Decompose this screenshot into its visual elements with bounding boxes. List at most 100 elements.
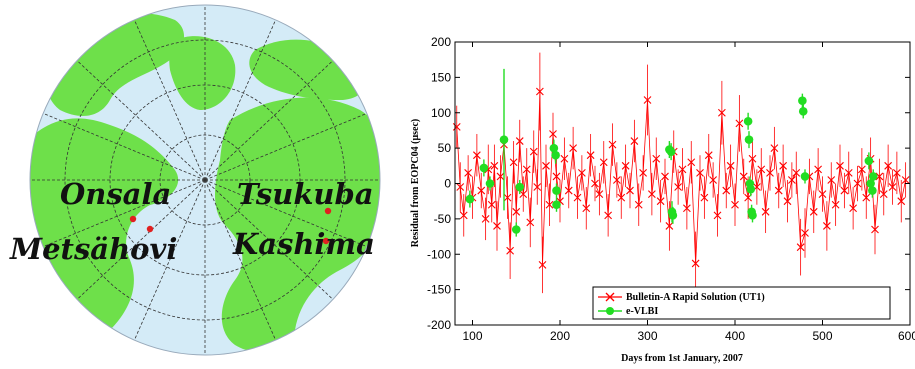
kashima-station-marker <box>322 237 330 245</box>
bulletin-a-point <box>617 193 626 202</box>
tsukuba-label: Tsukuba <box>237 177 374 211</box>
bulletin-a-point <box>481 214 490 223</box>
bulletin-a-point <box>533 183 542 191</box>
bulletin-a-point <box>827 176 836 184</box>
bulletin-a-point <box>647 190 656 199</box>
graticule <box>30 5 380 355</box>
e-vlbi-point <box>552 200 561 210</box>
e-vlbi-point <box>668 211 678 220</box>
bulletin-a-point <box>512 207 521 216</box>
bulletin-a-point <box>840 186 849 195</box>
e-vlbi-point <box>868 172 878 181</box>
bulletin-a-point <box>774 186 783 195</box>
bulletin-a-point <box>901 176 910 184</box>
bulletin-a-point <box>682 204 691 213</box>
bulletin-a-point <box>490 161 499 170</box>
tsukuba-station-marker <box>324 207 332 215</box>
y-tick-label: -50 <box>434 212 452 226</box>
bulletin-a-point <box>709 176 718 184</box>
bulletin-a-point <box>717 108 726 117</box>
e-vlbi-point <box>515 182 525 192</box>
e-vlbi-point <box>800 172 810 181</box>
bulletin-a-point <box>519 190 528 199</box>
y-tick-label: 50 <box>438 141 452 155</box>
bulletin-a-point <box>526 218 535 227</box>
bulletin-a-point <box>643 96 652 104</box>
e-vlbi-point <box>798 96 807 106</box>
kashima-label: Kashima <box>232 227 375 261</box>
x-tick-label: 200 <box>550 329 570 343</box>
metsahovi-label: Metsähovi <box>9 232 177 266</box>
bulletin-a-point <box>822 222 831 230</box>
bulletin-a-point <box>477 186 486 195</box>
bulletin-a-point <box>545 200 554 209</box>
bulletin-a-point <box>722 186 731 195</box>
bulletin-a-point <box>809 207 818 216</box>
bulletin-a-point <box>897 197 906 206</box>
e-vlbi-point <box>744 135 754 144</box>
legend-marker-e-vlbi <box>598 307 622 315</box>
bulletin-a-point <box>731 200 739 209</box>
bulletin-a-point <box>704 151 713 160</box>
bulletin-a-point <box>661 172 669 181</box>
e-vlbi-point <box>746 184 756 194</box>
y-tick-label: 200 <box>431 35 451 49</box>
bulletin-a-point <box>857 165 866 174</box>
e-vlbi-point <box>551 150 560 160</box>
bulletin-a-point <box>735 119 744 128</box>
bulletin-a-point <box>639 168 648 177</box>
bulletin-a-point <box>700 193 709 202</box>
e-vlbi-point <box>485 179 495 188</box>
bulletin-a-point <box>634 200 643 209</box>
bulletin-a-point <box>522 165 531 174</box>
bulletin-a-point <box>691 259 700 268</box>
bulletin-a-point <box>770 144 779 153</box>
bulletin-a-point <box>853 179 862 188</box>
bulletin-a-point <box>761 207 770 216</box>
station-map: Onsala Metsähovi Tsukuba Kashima <box>9 4 381 356</box>
y-tick-label: 100 <box>431 106 451 120</box>
bulletin-a-point <box>713 211 722 220</box>
bulletin-a-point <box>748 154 757 163</box>
land-greenland <box>169 36 236 110</box>
bulletin-a-point <box>538 260 547 269</box>
bulletin-a-point <box>503 193 512 202</box>
bulletin-a-point <box>726 161 735 170</box>
bulletin-a-point <box>569 144 578 153</box>
bulletin-a-point <box>766 168 774 177</box>
y-tick-label: 0 <box>444 177 451 191</box>
land-eurasia-east <box>215 97 380 353</box>
x-tick-label: 600 <box>898 329 915 343</box>
bulletin-a-point <box>612 176 621 184</box>
bulletin-a-point <box>459 211 468 220</box>
bulletin-a-point <box>674 183 683 191</box>
bulletin-a-point <box>472 151 481 160</box>
onsala-station-marker <box>129 215 137 223</box>
legend-marker-bulletin-a <box>598 292 622 302</box>
y-tick-label: -100 <box>427 247 451 261</box>
bulletin-a-point <box>796 243 805 252</box>
bulletin-a-point <box>849 204 858 213</box>
metsahovi-station-marker <box>146 225 154 233</box>
e-vlbi-point <box>748 211 757 220</box>
bulletin-a-point <box>814 165 823 174</box>
e-vlbi-point <box>479 163 489 173</box>
bulletin-a-point <box>549 130 557 138</box>
bulletin-a-point <box>836 161 844 170</box>
e-vlbi-point <box>666 147 676 156</box>
bulletin-a-point <box>818 190 827 199</box>
bulletin-a-point <box>875 172 884 181</box>
bulletin-a-point <box>801 229 809 237</box>
bulletin-a-point <box>515 137 524 145</box>
y-tick-label: -150 <box>427 283 451 297</box>
bulletin-a-point <box>879 190 888 199</box>
x-tick-label: 300 <box>637 329 657 343</box>
bulletin-a-point <box>506 246 515 255</box>
bulletin-a-point <box>496 172 505 181</box>
bulletin-a-point <box>844 168 853 177</box>
e-vlbi-point <box>511 225 521 234</box>
bulletin-a-point <box>535 87 544 96</box>
bulletin-a-point <box>582 204 591 213</box>
bulletin-a-point <box>831 200 840 209</box>
bulletin-a-point <box>630 137 639 145</box>
